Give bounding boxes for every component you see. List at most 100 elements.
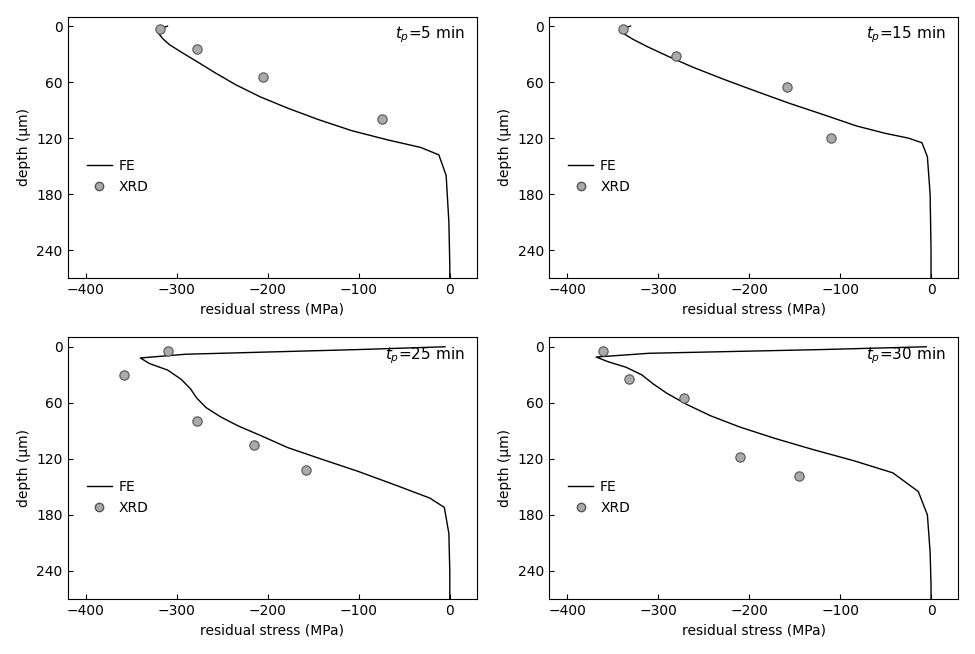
FE [916, 139, 928, 146]
Point [779, 82, 795, 92]
FE [444, 567, 455, 575]
FE [414, 143, 426, 151]
Text: $\it{t}_p$=30 min: $\it{t}_p$=30 min [867, 345, 946, 366]
Point [189, 416, 205, 426]
X-axis label: residual stress (MPa): residual stress (MPa) [200, 303, 344, 317]
FE [441, 171, 452, 179]
XRD [160, 346, 176, 356]
XRD [153, 24, 169, 34]
Line: FE: FE [622, 26, 931, 278]
FE [913, 488, 924, 496]
Point [669, 50, 684, 61]
FE [135, 354, 146, 362]
FE [807, 445, 819, 453]
XRD [621, 374, 637, 385]
FE [155, 25, 167, 33]
Legend: FE, XRD: FE, XRD [83, 475, 153, 519]
FE [682, 401, 693, 409]
Y-axis label: depth (μm): depth (μm) [17, 429, 30, 507]
FE [282, 443, 293, 451]
FE [616, 25, 628, 33]
Point [116, 370, 132, 380]
FE [734, 423, 746, 431]
XRD [676, 393, 691, 404]
Text: $\it{t}_p$=25 min: $\it{t}_p$=25 min [385, 345, 465, 366]
Point [676, 393, 691, 404]
Point [596, 346, 611, 356]
Line: FE: FE [596, 347, 931, 599]
FE [887, 469, 899, 477]
Y-axis label: depth (μm): depth (μm) [498, 109, 512, 186]
FE [705, 412, 717, 420]
Point [823, 133, 838, 143]
FE [925, 274, 937, 282]
XRD [255, 72, 271, 82]
FE [925, 581, 937, 589]
XRD [615, 24, 631, 34]
Y-axis label: depth (μm): depth (μm) [17, 109, 30, 186]
XRD [596, 346, 611, 356]
FE [924, 190, 936, 198]
FE [879, 129, 891, 137]
X-axis label: residual stress (MPa): residual stress (MPa) [682, 623, 826, 638]
FE [157, 35, 169, 43]
FE [254, 93, 266, 101]
FE [214, 413, 226, 421]
X-axis label: residual stress (MPa): residual stress (MPa) [682, 303, 826, 317]
FE [617, 29, 629, 37]
FE [254, 432, 266, 439]
FE [230, 81, 242, 89]
XRD [189, 416, 205, 426]
FE [603, 358, 614, 366]
Point [373, 114, 389, 125]
Point [153, 24, 169, 34]
FE [620, 364, 632, 371]
FE [164, 41, 176, 48]
FE [920, 343, 932, 351]
FE [424, 494, 436, 502]
Point [615, 24, 631, 34]
Point [792, 470, 807, 481]
Legend: FE, XRD: FE, XRD [83, 155, 153, 198]
FE [282, 104, 293, 112]
FE [180, 351, 192, 358]
FE [718, 75, 729, 83]
FE [346, 127, 358, 135]
FE [443, 530, 454, 538]
FE [590, 353, 602, 361]
XRD [792, 470, 807, 481]
Legend: FE, XRD: FE, XRD [564, 475, 634, 519]
FE [153, 29, 165, 37]
FE [443, 218, 454, 226]
FE [176, 48, 187, 56]
FE [444, 595, 455, 603]
FE [191, 58, 203, 65]
FE [353, 345, 365, 353]
FE [784, 99, 796, 107]
FE [818, 111, 830, 118]
XRD [823, 133, 838, 143]
FE [233, 422, 245, 430]
FE [312, 116, 324, 124]
FE [382, 136, 394, 144]
FE [921, 511, 933, 519]
XRD [669, 50, 684, 61]
XRD [373, 114, 389, 125]
FE [768, 434, 780, 442]
FE [389, 481, 401, 489]
Line: FE: FE [159, 26, 449, 278]
FE [642, 43, 653, 50]
Line: FE: FE [140, 347, 449, 599]
FE [439, 504, 450, 511]
Point [189, 44, 205, 54]
XRD [732, 452, 748, 462]
FE [200, 404, 212, 411]
XRD [247, 439, 262, 450]
XRD [189, 44, 205, 54]
Text: $\it{t}_p$=5 min: $\it{t}_p$=5 min [395, 24, 465, 45]
X-axis label: residual stress (MPa): residual stress (MPa) [200, 623, 344, 638]
FE [661, 390, 673, 398]
FE [686, 63, 698, 71]
Point [160, 346, 176, 356]
FE [184, 385, 196, 392]
